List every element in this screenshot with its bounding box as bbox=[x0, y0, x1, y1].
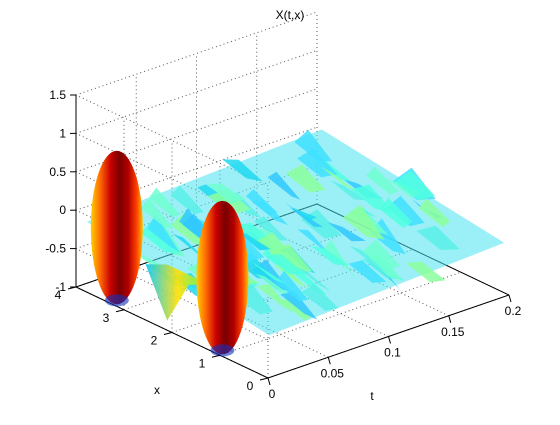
surface-patch bbox=[250, 260, 287, 284]
surface-patch bbox=[342, 204, 385, 240]
surface-patch bbox=[255, 273, 289, 294]
tick-label-z: 0 bbox=[59, 203, 66, 217]
surface-trough bbox=[145, 264, 211, 321]
grid-line bbox=[75, 49, 318, 134]
tick-mark-t bbox=[448, 315, 452, 323]
surface-patch bbox=[349, 246, 386, 272]
surface-patch bbox=[364, 252, 404, 282]
tick-label-x: 1 bbox=[199, 356, 206, 370]
tick-mark-x bbox=[211, 354, 221, 358]
tick-mark-x bbox=[115, 309, 125, 313]
surface-patch bbox=[350, 184, 394, 213]
surface-patch bbox=[280, 290, 318, 320]
surface-patch bbox=[269, 243, 313, 273]
tick-mark-t bbox=[508, 294, 512, 303]
surface-patch bbox=[280, 297, 313, 321]
grid-line bbox=[75, 126, 318, 211]
tick-mark-t bbox=[388, 336, 391, 344]
surface-patch bbox=[327, 222, 366, 242]
surface-patch bbox=[222, 159, 263, 182]
surface-patch bbox=[366, 166, 399, 195]
surface-patch bbox=[321, 167, 356, 191]
surface-patch bbox=[310, 245, 349, 266]
surface-mesh bbox=[86, 129, 505, 357]
surface-patch bbox=[264, 254, 306, 275]
surface-patch bbox=[140, 198, 174, 229]
surface-patch bbox=[285, 164, 326, 193]
chart-title: X(t,x) bbox=[276, 8, 305, 22]
surface-peak-base bbox=[104, 294, 129, 307]
surface-patch bbox=[250, 201, 289, 226]
tick-mark-t bbox=[327, 357, 331, 365]
tick-label-t: 0.2 bbox=[505, 304, 522, 318]
surface-patch bbox=[236, 231, 271, 251]
surface-patch bbox=[147, 214, 180, 252]
surface-patch bbox=[348, 260, 387, 283]
surface-patch bbox=[170, 185, 204, 215]
x-axis-label: t bbox=[370, 389, 374, 403]
tick-label-z: -0.5 bbox=[45, 242, 66, 256]
tick-label-x: 2 bbox=[151, 334, 158, 348]
surface-patch bbox=[379, 197, 413, 229]
surface-patch bbox=[284, 202, 317, 222]
grid-line bbox=[75, 88, 318, 173]
tick-mark-t bbox=[267, 377, 271, 386]
tick-label-t: 0 bbox=[269, 387, 276, 401]
tick-label-t: 0.15 bbox=[441, 325, 465, 339]
surface-patch bbox=[267, 171, 301, 200]
surface-patch bbox=[386, 195, 425, 227]
y-axis-label: x bbox=[154, 383, 160, 397]
tick-mark-x bbox=[259, 377, 269, 381]
tick-label-z: -1 bbox=[55, 280, 66, 294]
surface-patch bbox=[416, 225, 460, 250]
tick-label-x: 4 bbox=[55, 288, 62, 302]
surface-patch bbox=[395, 170, 435, 201]
grid-line bbox=[75, 11, 318, 96]
tick-label-x: 0 bbox=[247, 379, 254, 393]
surface-patch bbox=[296, 266, 331, 292]
grid-line bbox=[219, 271, 462, 356]
surface-patch bbox=[330, 180, 367, 201]
surface-patch bbox=[148, 187, 181, 218]
surface-patch bbox=[405, 261, 446, 283]
surface-patch bbox=[294, 129, 333, 162]
surface-patch bbox=[256, 284, 294, 313]
surface-patch bbox=[254, 216, 289, 241]
tick-label-z: 1 bbox=[59, 126, 66, 140]
tick-label-x: 3 bbox=[103, 311, 110, 325]
surface-patch bbox=[274, 264, 308, 288]
tick-label-t: 0.1 bbox=[384, 346, 401, 360]
surface-patch bbox=[207, 183, 245, 204]
tick-mark-x bbox=[163, 332, 173, 335]
surface-patch bbox=[301, 284, 339, 311]
surface-patch bbox=[207, 189, 251, 215]
surface-peak bbox=[196, 200, 249, 355]
surface-patch bbox=[297, 148, 338, 178]
surface-peak bbox=[90, 150, 143, 305]
surface-peak-base bbox=[210, 344, 235, 357]
axis-ticks: 0 0.05 0.1 0.15 0.2 0 1 2 3 4-1 -0.5 0 0.5 1 1.5 bbox=[45, 88, 521, 401]
tick-label-z: 1.5 bbox=[49, 88, 66, 102]
tick-label-z: 0.5 bbox=[49, 165, 66, 179]
surface-patch bbox=[418, 198, 451, 228]
surface-patch bbox=[275, 270, 309, 302]
tick-label-t: 0.05 bbox=[321, 366, 345, 380]
